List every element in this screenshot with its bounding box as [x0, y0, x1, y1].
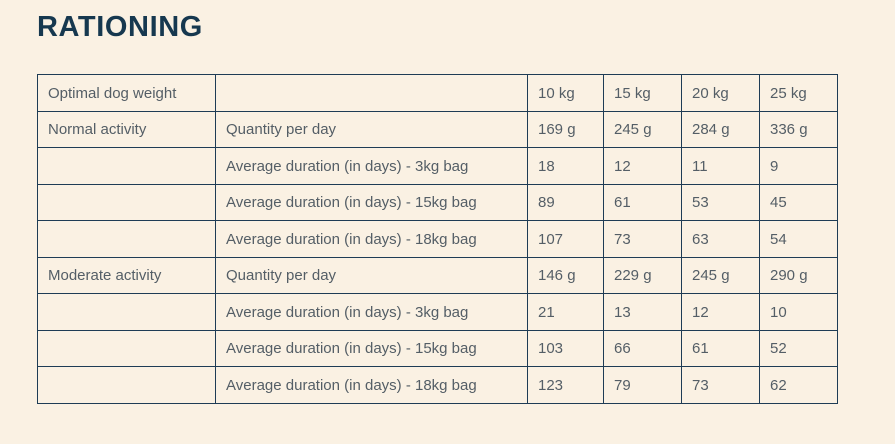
table-header-row: Optimal dog weight 10 kg 15 kg 20 kg 25 … — [37, 74, 838, 112]
table-row: Average duration (in days) - 15kg bag 10… — [37, 329, 838, 368]
rationing-table: Optimal dog weight 10 kg 15 kg 20 kg 25 … — [37, 74, 838, 404]
row-label-cell: Average duration (in days) - 18kg bag — [215, 366, 528, 404]
table-row: Average duration (in days) - 18kg bag 12… — [37, 366, 838, 404]
row-label-cell: Average duration (in days) - 15kg bag — [215, 183, 528, 222]
activity-cell — [37, 220, 216, 258]
activity-cell — [37, 329, 216, 368]
value-cell: 52 — [759, 329, 838, 368]
weight-col-header: 15 kg — [603, 74, 682, 112]
activity-cell — [37, 293, 216, 331]
value-cell: 245 g — [681, 256, 760, 295]
value-cell: 336 g — [759, 110, 838, 149]
activity-cell: Normal activity — [37, 110, 216, 149]
activity-cell — [37, 183, 216, 222]
value-cell: 229 g — [603, 256, 682, 295]
value-cell: 73 — [681, 366, 760, 404]
value-cell: 169 g — [527, 110, 604, 149]
table-row: Average duration (in days) - 15kg bag 89… — [37, 183, 838, 222]
weight-col-header: 10 kg — [527, 74, 604, 112]
value-cell: 290 g — [759, 256, 838, 295]
table-row: Moderate activity Quantity per day 146 g… — [37, 256, 838, 295]
row-label-cell: Quantity per day — [215, 256, 528, 295]
weight-col-header: 25 kg — [759, 74, 838, 112]
value-cell: 61 — [603, 183, 682, 222]
value-cell: 66 — [603, 329, 682, 368]
weight-col-header: 20 kg — [681, 74, 760, 112]
table-row: Normal activity Quantity per day 169 g 2… — [37, 110, 838, 149]
value-cell: 54 — [759, 220, 838, 258]
header-label-cell: Optimal dog weight — [37, 74, 216, 112]
value-cell: 9 — [759, 147, 838, 185]
value-cell: 11 — [681, 147, 760, 185]
page-title: RATIONING — [37, 11, 203, 43]
value-cell: 245 g — [603, 110, 682, 149]
table-row: Average duration (in days) - 3kg bag 21 … — [37, 293, 838, 331]
value-cell: 13 — [603, 293, 682, 331]
value-cell: 21 — [527, 293, 604, 331]
value-cell: 12 — [681, 293, 760, 331]
value-cell: 61 — [681, 329, 760, 368]
value-cell: 73 — [603, 220, 682, 258]
row-label-cell: Average duration (in days) - 15kg bag — [215, 329, 528, 368]
row-label-cell: Quantity per day — [215, 110, 528, 149]
value-cell: 18 — [527, 147, 604, 185]
value-cell: 53 — [681, 183, 760, 222]
value-cell: 62 — [759, 366, 838, 404]
activity-cell: Moderate activity — [37, 256, 216, 295]
value-cell: 123 — [527, 366, 604, 404]
row-label-cell: Average duration (in days) - 18kg bag — [215, 220, 528, 258]
table-row: Average duration (in days) - 3kg bag 18 … — [37, 147, 838, 185]
value-cell: 146 g — [527, 256, 604, 295]
rationing-section: RATIONING Optimal dog weight 10 kg 15 kg… — [37, 11, 838, 404]
activity-cell — [37, 366, 216, 404]
header-sublabel-cell — [215, 74, 528, 112]
value-cell: 284 g — [681, 110, 760, 149]
value-cell: 107 — [527, 220, 604, 258]
value-cell: 103 — [527, 329, 604, 368]
value-cell: 63 — [681, 220, 760, 258]
value-cell: 89 — [527, 183, 604, 222]
row-label-cell: Average duration (in days) - 3kg bag — [215, 293, 528, 331]
value-cell: 10 — [759, 293, 838, 331]
value-cell: 79 — [603, 366, 682, 404]
row-label-cell: Average duration (in days) - 3kg bag — [215, 147, 528, 185]
value-cell: 45 — [759, 183, 838, 222]
table-row: Average duration (in days) - 18kg bag 10… — [37, 220, 838, 258]
value-cell: 12 — [603, 147, 682, 185]
activity-cell — [37, 147, 216, 185]
